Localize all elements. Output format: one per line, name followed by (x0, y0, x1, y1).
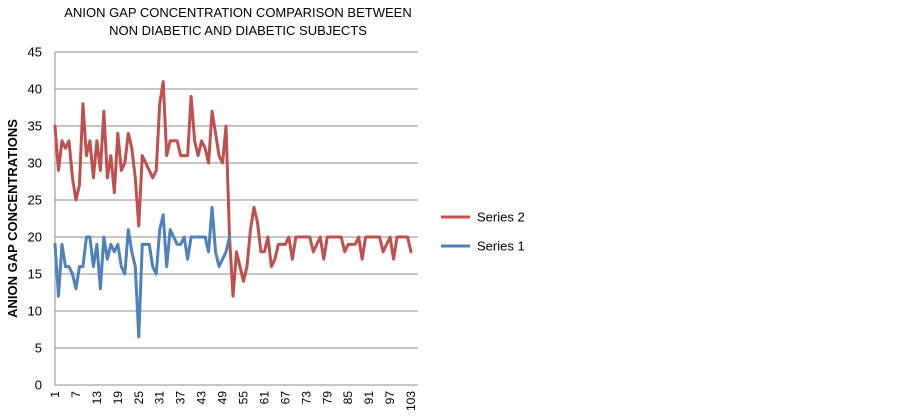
legend-label: Series 1 (477, 239, 525, 254)
y-tick-label: 40 (28, 82, 42, 97)
series-lines (53, 80, 413, 339)
y-tick-label: 45 (28, 45, 42, 60)
x-tick-label: 91 (362, 391, 376, 405)
legend-label: Series 2 (477, 210, 525, 225)
legend-entry: Series 1 (441, 239, 525, 254)
y-tick-label: 20 (28, 230, 42, 245)
series-line-2 (53, 205, 232, 339)
y-tick-label: 25 (28, 193, 42, 208)
x-tick-label: 37 (174, 391, 188, 405)
y-tick-label: 15 (28, 267, 42, 282)
x-tick-label: 55 (236, 391, 250, 405)
x-tick-label: 25 (132, 391, 146, 405)
chart-title-line-1: ANION GAP CONCENTRATION COMPARISON BETWE… (64, 5, 411, 20)
y-tick-label: 35 (28, 119, 42, 134)
x-tick-label: 43 (195, 391, 209, 405)
x-tick-label: 31 (153, 391, 167, 405)
y-tick-label: 5 (35, 341, 42, 356)
y-axis-ticks: 0 5 10 15 20 25 30 35 40 45 (28, 45, 42, 393)
x-tick-label: 13 (90, 391, 104, 405)
x-tick-label: 85 (341, 391, 355, 405)
x-tick-label: 67 (278, 391, 292, 405)
legend: Series 2 Series 1 (441, 210, 525, 254)
gridlines (55, 51, 418, 349)
axes (54, 52, 418, 386)
series-line-1 (53, 80, 413, 298)
x-tick-label: 103 (404, 391, 418, 411)
x-tick-label: 7 (69, 391, 83, 398)
y-axis-label: ANION GAP CONCENTRATIONS (5, 119, 20, 318)
y-tick-label: 0 (35, 378, 42, 393)
y-tick-label: 10 (28, 304, 42, 319)
x-tick-label: 19 (111, 391, 125, 405)
x-tick-label: 61 (257, 391, 271, 405)
x-tick-label: 97 (383, 391, 397, 405)
x-tick-label: 1 (48, 391, 62, 398)
x-tick-label: 79 (320, 391, 334, 405)
x-axis-ticks: 1 7 13 19 25 31 37 43 49 55 61 67 73 79 85 91 97 103 (48, 391, 418, 411)
legend-entry: Series 2 (441, 210, 525, 225)
x-tick-label: 73 (299, 391, 313, 405)
x-tick-label: 49 (216, 391, 230, 405)
chart-title-line-2: NON DIABETIC AND DIABETIC SUBJECTS (109, 23, 367, 38)
y-tick-label: 30 (28, 156, 42, 171)
